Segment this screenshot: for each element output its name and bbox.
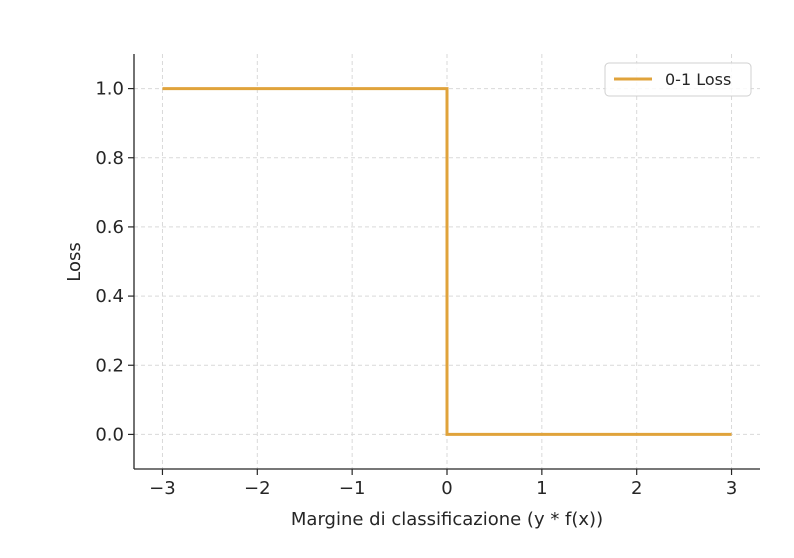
x-tick-label: 1 bbox=[536, 478, 547, 499]
x-tick-label: −3 bbox=[149, 478, 176, 499]
legend-label-0-1-loss: 0-1 Loss bbox=[665, 70, 731, 89]
y-ticks: 0.0 0.2 0.4 0.6 0.8 1.0 bbox=[95, 79, 134, 445]
x-axis-label: Margine di classificazione (y * f(x)) bbox=[291, 509, 603, 530]
x-tick-label: 2 bbox=[631, 478, 642, 499]
y-tick-label: 1.0 bbox=[95, 79, 124, 100]
series-lines bbox=[162, 87, 732, 436]
legend-box bbox=[604, 62, 752, 97]
x-tick-label: 3 bbox=[726, 478, 737, 499]
series-line-0-1-loss bbox=[162, 87, 732, 436]
y-tick-label: 0.8 bbox=[95, 148, 124, 169]
legend: 0-1 Loss bbox=[604, 62, 752, 97]
x-tick-label: −2 bbox=[244, 478, 271, 499]
y-tick-label: 0.6 bbox=[95, 217, 124, 238]
x-tick-label: 0 bbox=[441, 478, 452, 499]
y-axis-label: Loss bbox=[64, 242, 85, 281]
y-tick-label: 0.0 bbox=[95, 424, 124, 445]
x-ticks: −3 −2 −1 0 1 2 3 bbox=[149, 469, 737, 499]
y-tick-label: 0.2 bbox=[95, 355, 124, 376]
y-tick-label: 0.4 bbox=[95, 286, 124, 307]
x-tick-label: −1 bbox=[339, 478, 366, 499]
